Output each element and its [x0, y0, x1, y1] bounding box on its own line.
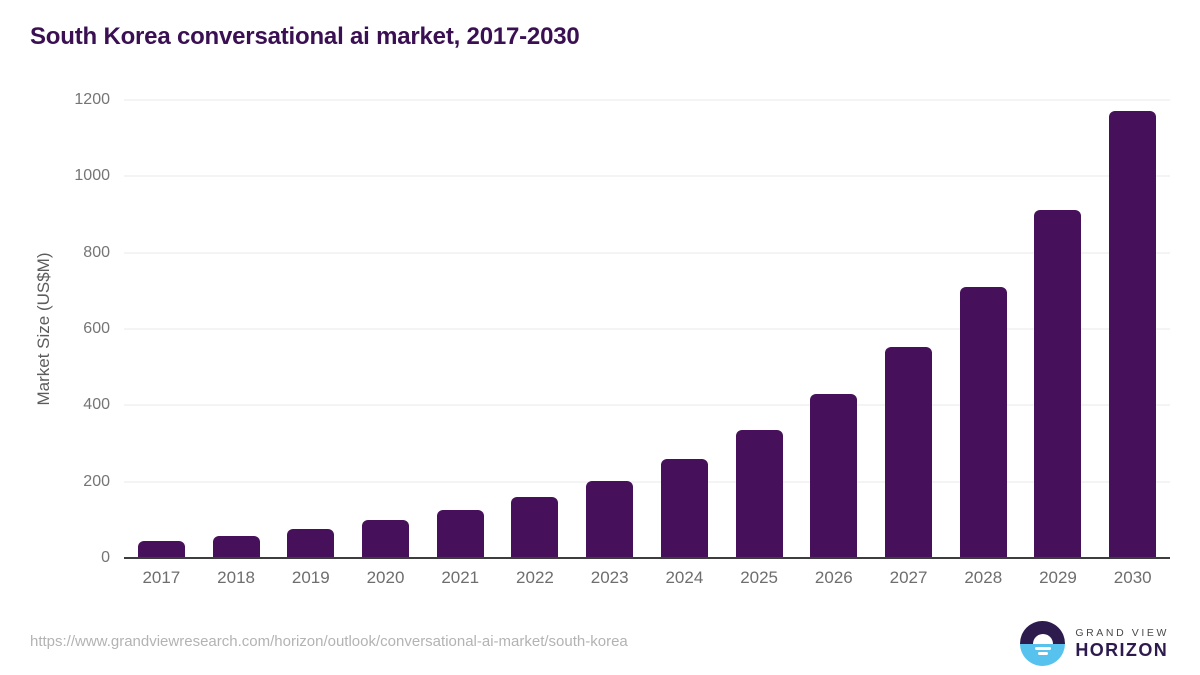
bar-2022[interactable] — [511, 497, 559, 558]
y-tick-label-600: 600 — [83, 320, 110, 337]
logo-sky-half — [1020, 621, 1066, 644]
grand-view-horizon-logo: GRAND VIEW HORIZON — [1020, 621, 1169, 666]
bar-2018[interactable] — [212, 535, 260, 558]
logo-product-name: HORIZON — [1075, 639, 1169, 660]
bar-2020[interactable] — [362, 520, 410, 558]
source-url: https://www.grandviewresearch.com/horizo… — [30, 633, 628, 650]
logo-reflection-line-1 — [1034, 647, 1051, 650]
bar-2028[interactable] — [959, 287, 1007, 558]
bar-2021[interactable] — [436, 509, 484, 558]
y-tick-label-1000: 1000 — [74, 167, 110, 185]
gridline-800 — [124, 252, 1170, 254]
x-axis-label-2018: 2018 — [217, 568, 255, 587]
x-axis-label-2019: 2019 — [291, 568, 330, 587]
y-tick-label-200: 200 — [83, 472, 110, 490]
x-axis-label-2028: 2028 — [964, 568, 1003, 587]
bar-column-2024 — [647, 100, 722, 558]
bar-column-2026 — [796, 100, 871, 558]
x-axis-label-2025: 2025 — [740, 568, 779, 587]
gridline-400 — [124, 404, 1170, 406]
bar-column-2029 — [1021, 100, 1096, 558]
x-axis-label-2023: 2023 — [590, 568, 629, 587]
horizon-sun-logo-icon — [1020, 621, 1066, 666]
y-axis-tick-labels: 0 200 400 600 800 1000 1200 — [0, 92, 110, 566]
bar-2027[interactable] — [885, 347, 933, 558]
bar-2030[interactable] — [1109, 111, 1157, 558]
plot-area — [124, 99, 1170, 559]
bar-column-2019 — [273, 100, 348, 558]
chart-title: South Korea conversational ai market, 20… — [30, 23, 580, 50]
bar-column-2030 — [1095, 100, 1170, 558]
y-tick-label-800: 800 — [83, 243, 110, 261]
logo-reflection-line-2 — [1037, 652, 1048, 655]
bar-column-2027 — [871, 100, 946, 558]
gridline-1200 — [124, 99, 1170, 101]
bars-layer — [124, 100, 1170, 558]
bar-2026[interactable] — [810, 393, 858, 558]
bar-2024[interactable] — [660, 458, 708, 558]
bar-2025[interactable] — [735, 430, 783, 558]
x-axis-label-2022: 2022 — [516, 568, 554, 587]
bar-2019[interactable] — [287, 529, 335, 558]
bar-column-2022 — [498, 100, 573, 558]
x-axis-baseline — [124, 557, 1170, 559]
y-tick-label-400: 400 — [83, 396, 110, 414]
bar-column-2018 — [199, 100, 274, 558]
bar-column-2023 — [572, 100, 647, 558]
y-tick-label-0: 0 — [101, 549, 110, 566]
x-axis-label-2026: 2026 — [814, 568, 853, 587]
gridline-200 — [124, 481, 1170, 483]
logo-brand-name: GRAND VIEW — [1075, 626, 1169, 639]
bar-column-2017 — [124, 100, 199, 558]
logo-wordmark: GRAND VIEW HORIZON — [1075, 627, 1169, 661]
bar-2029[interactable] — [1034, 210, 1082, 558]
x-axis-label-2020: 2020 — [366, 568, 405, 587]
y-tick-label-1200: 1200 — [74, 91, 110, 108]
bar-column-2020 — [348, 100, 423, 558]
gridline-1000 — [124, 175, 1170, 177]
logo-sun-icon — [1032, 633, 1053, 644]
x-axis-label-2030: 2030 — [1113, 568, 1152, 587]
bar-column-2028 — [946, 100, 1021, 558]
bar-column-2025 — [722, 100, 797, 558]
x-axis-label-2024: 2024 — [665, 568, 704, 587]
gridline-600 — [124, 328, 1170, 330]
bar-2017[interactable] — [137, 540, 185, 558]
x-axis-label-2017: 2017 — [142, 568, 181, 587]
x-axis-tick-labels: 2017 2018 2019 2020 2021 2022 2023 2024 2025 2026… — [124, 568, 1170, 588]
x-axis-label-2021: 2021 — [441, 568, 480, 587]
bar-2023[interactable] — [586, 480, 634, 558]
x-axis-label-2027: 2027 — [889, 568, 928, 587]
x-axis-label-2029: 2029 — [1039, 568, 1077, 587]
bar-column-2021 — [423, 100, 498, 558]
